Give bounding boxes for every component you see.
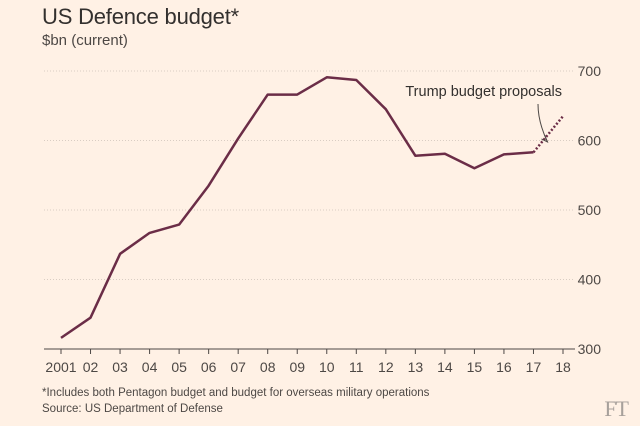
x-tick-label: 03: [112, 359, 128, 375]
source-note: Source: US Department of Defense: [42, 403, 223, 415]
x-tick-label: 11: [349, 359, 364, 375]
chart-title: US Defence budget*: [42, 4, 239, 29]
y-tick-label: 300: [578, 341, 602, 357]
x-tick-label: 02: [83, 359, 99, 375]
x-tick-label: 14: [437, 359, 453, 375]
proposal-series-line: [532, 115, 564, 154]
x-tick-label: 15: [467, 359, 483, 375]
x-tick-label: 08: [260, 359, 276, 375]
x-tick-label: 2001: [45, 359, 76, 375]
x-tick-label: 13: [408, 359, 424, 375]
y-tick-label: 700: [578, 63, 602, 79]
y-tick-label: 600: [578, 133, 602, 149]
x-tick-label: 05: [171, 359, 187, 375]
x-tick-label: 07: [230, 359, 246, 375]
annotation-arrowhead: [541, 134, 549, 143]
x-tick-label: 06: [201, 359, 217, 375]
x-tick-label: 09: [289, 359, 305, 375]
x-tick-label: 16: [496, 359, 512, 375]
y-tick-label: 500: [578, 202, 602, 218]
y-tick-label: 400: [578, 272, 602, 288]
x-tick-label: 18: [555, 359, 571, 375]
chart-subtitle: $bn (current): [42, 32, 128, 49]
footnote: *Includes both Pentagon budget and budge…: [42, 387, 430, 399]
x-tick-label: 10: [319, 359, 335, 375]
ft-logo: FT: [604, 396, 629, 421]
x-tick-label: 04: [142, 359, 158, 375]
annotation-label: Trump budget proposals: [405, 84, 562, 100]
x-tick-label: 12: [378, 359, 394, 375]
budget-series-line: [60, 76, 534, 339]
x-tick-label: 17: [526, 359, 542, 375]
